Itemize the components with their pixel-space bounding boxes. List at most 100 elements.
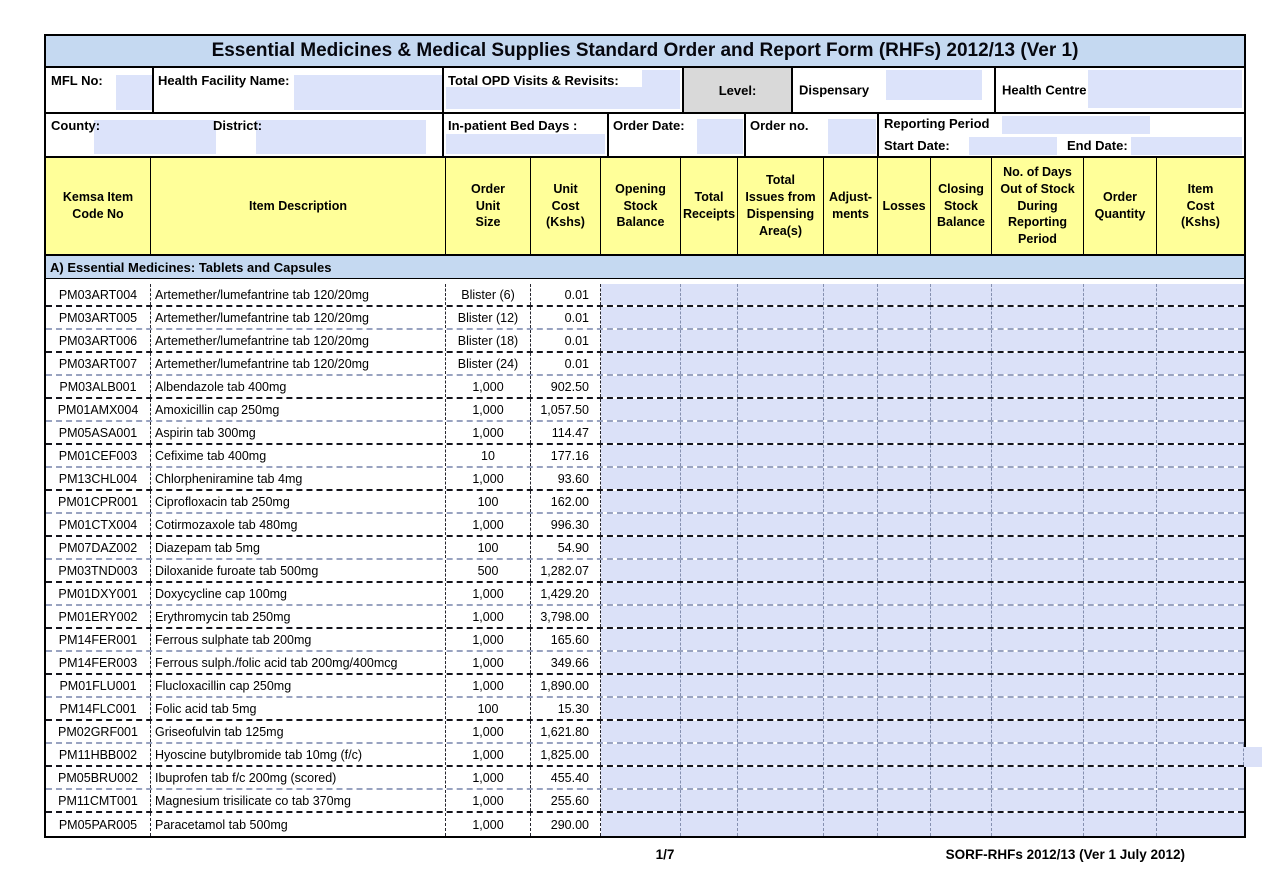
data-entry-cell[interactable] — [681, 767, 738, 788]
data-entry-cell[interactable] — [931, 606, 992, 627]
data-entry-cell[interactable] — [1084, 376, 1157, 397]
data-entry-cell[interactable] — [824, 583, 878, 604]
data-entry-cell[interactable] — [738, 330, 824, 351]
data-entry-cell[interactable] — [931, 376, 992, 397]
data-entry-cell[interactable] — [601, 491, 681, 512]
data-entry-cell[interactable] — [992, 468, 1084, 489]
data-entry-cell[interactable] — [738, 813, 824, 836]
data-entry-cell[interactable] — [681, 675, 738, 696]
data-entry-cell[interactable] — [601, 629, 681, 650]
data-entry-cell[interactable] — [601, 560, 681, 581]
data-entry-cell[interactable] — [738, 376, 824, 397]
data-entry-cell[interactable] — [992, 606, 1084, 627]
data-entry-cell[interactable] — [601, 284, 681, 305]
data-entry-cell[interactable] — [992, 422, 1084, 443]
data-entry-cell[interactable] — [878, 445, 931, 466]
data-entry-cell[interactable] — [1084, 353, 1157, 374]
data-entry-cell[interactable] — [824, 767, 878, 788]
data-entry-cell[interactable] — [738, 514, 824, 535]
data-entry-cell[interactable] — [1157, 376, 1244, 397]
opd-input[interactable] — [446, 87, 680, 109]
data-entry-cell[interactable] — [824, 353, 878, 374]
data-entry-cell[interactable] — [931, 652, 992, 673]
data-entry-cell[interactable] — [738, 399, 824, 420]
data-entry-cell[interactable] — [931, 813, 992, 836]
data-entry-cell[interactable] — [1157, 744, 1244, 765]
data-entry-cell[interactable] — [1084, 307, 1157, 328]
data-entry-cell[interactable] — [601, 445, 681, 466]
data-entry-cell[interactable] — [681, 583, 738, 604]
data-entry-cell[interactable] — [1084, 514, 1157, 535]
data-entry-cell[interactable] — [738, 652, 824, 673]
data-entry-cell[interactable] — [1084, 767, 1157, 788]
data-entry-cell[interactable] — [738, 606, 824, 627]
data-entry-cell[interactable] — [1157, 767, 1244, 788]
data-entry-cell[interactable] — [1084, 652, 1157, 673]
data-entry-cell[interactable] — [1157, 652, 1244, 673]
data-entry-cell[interactable] — [878, 629, 931, 650]
data-entry-cell[interactable] — [992, 491, 1084, 512]
data-entry-cell[interactable] — [992, 721, 1084, 742]
data-entry-cell[interactable] — [824, 514, 878, 535]
data-entry-cell[interactable] — [738, 629, 824, 650]
data-entry-cell[interactable] — [1157, 721, 1244, 742]
data-entry-cell[interactable] — [1084, 583, 1157, 604]
data-entry-cell[interactable] — [1157, 629, 1244, 650]
data-entry-cell[interactable] — [824, 629, 878, 650]
data-entry-cell[interactable] — [992, 790, 1084, 811]
data-entry-cell[interactable] — [824, 284, 878, 305]
data-entry-cell[interactable] — [992, 583, 1084, 604]
data-entry-cell[interactable] — [601, 767, 681, 788]
data-entry-cell[interactable] — [1157, 468, 1244, 489]
inpatient-input[interactable] — [446, 134, 605, 154]
data-entry-cell[interactable] — [931, 675, 992, 696]
data-entry-cell[interactable] — [738, 744, 824, 765]
data-entry-cell[interactable] — [878, 790, 931, 811]
data-entry-cell[interactable] — [992, 767, 1084, 788]
data-entry-cell[interactable] — [681, 790, 738, 811]
data-entry-cell[interactable] — [878, 698, 931, 719]
data-entry-cell[interactable] — [878, 606, 931, 627]
data-entry-cell[interactable] — [824, 744, 878, 765]
data-entry-cell[interactable] — [1157, 491, 1244, 512]
data-entry-cell[interactable] — [931, 698, 992, 719]
data-entry-cell[interactable] — [824, 468, 878, 489]
data-entry-cell[interactable] — [738, 422, 824, 443]
data-entry-cell[interactable] — [681, 652, 738, 673]
data-entry-cell[interactable] — [824, 537, 878, 558]
data-entry-cell[interactable] — [1084, 675, 1157, 696]
data-entry-cell[interactable] — [992, 353, 1084, 374]
data-entry-cell[interactable] — [601, 514, 681, 535]
data-entry-cell[interactable] — [601, 583, 681, 604]
data-entry-cell[interactable] — [738, 698, 824, 719]
data-entry-cell[interactable] — [601, 468, 681, 489]
data-entry-cell[interactable] — [878, 376, 931, 397]
data-entry-cell[interactable] — [681, 491, 738, 512]
data-entry-cell[interactable] — [824, 445, 878, 466]
data-entry-cell[interactable] — [824, 376, 878, 397]
data-entry-cell[interactable] — [878, 468, 931, 489]
data-entry-cell[interactable] — [681, 721, 738, 742]
data-entry-cell[interactable] — [681, 560, 738, 581]
data-entry-cell[interactable] — [738, 353, 824, 374]
data-entry-cell[interactable] — [738, 284, 824, 305]
dispensary-input[interactable] — [886, 70, 982, 100]
data-entry-cell[interactable] — [1157, 284, 1244, 305]
data-entry-cell[interactable] — [992, 399, 1084, 420]
data-entry-cell[interactable] — [992, 652, 1084, 673]
data-entry-cell[interactable] — [601, 721, 681, 742]
data-entry-cell[interactable] — [824, 698, 878, 719]
data-entry-cell[interactable] — [738, 675, 824, 696]
data-entry-cell[interactable] — [878, 744, 931, 765]
data-entry-cell[interactable] — [878, 537, 931, 558]
data-entry-cell[interactable] — [738, 537, 824, 558]
data-entry-cell[interactable] — [601, 790, 681, 811]
data-entry-cell[interactable] — [1084, 560, 1157, 581]
data-entry-cell[interactable] — [992, 284, 1084, 305]
data-entry-cell[interactable] — [992, 744, 1084, 765]
data-entry-cell[interactable] — [992, 514, 1084, 535]
data-entry-cell[interactable] — [681, 422, 738, 443]
start-date-input[interactable] — [969, 137, 1057, 155]
data-entry-cell[interactable] — [931, 767, 992, 788]
data-entry-cell[interactable] — [824, 399, 878, 420]
